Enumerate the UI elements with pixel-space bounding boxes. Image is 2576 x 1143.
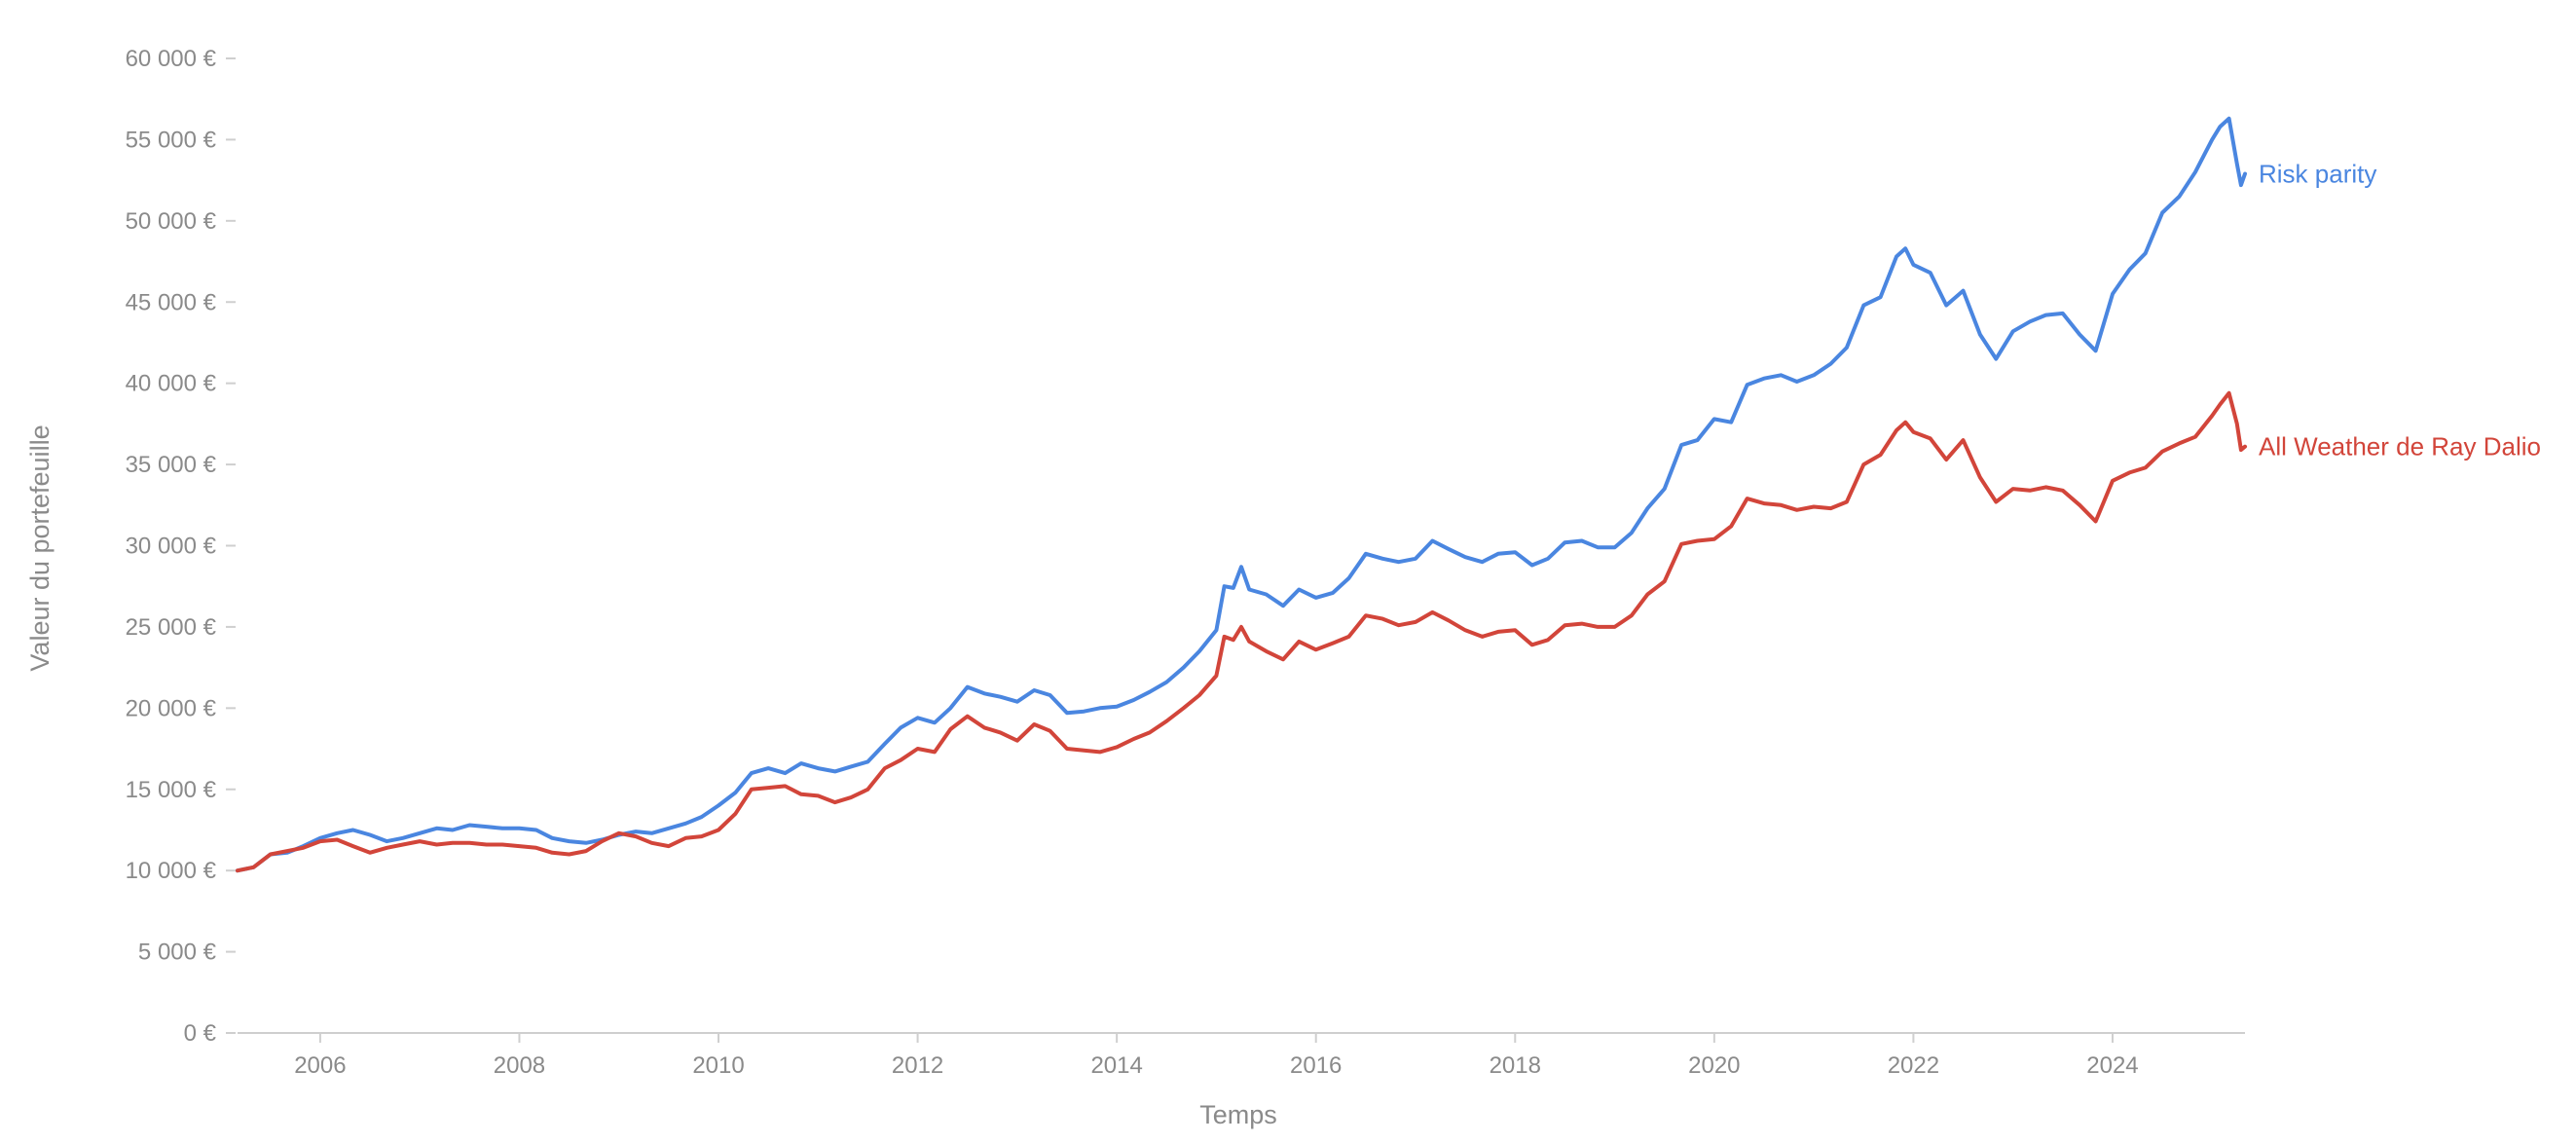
y-tick-label: 55 000 € — [126, 127, 217, 153]
y-tick-label: 10 000 € — [126, 858, 217, 884]
y-tick-label: 0 € — [184, 1020, 217, 1047]
x-tick-label: 2024 — [2086, 1052, 2138, 1079]
series-label-all-weather-de-ray-dalio: All Weather de Ray Dalio — [2259, 432, 2541, 461]
x-tick-label: 2020 — [1688, 1052, 1740, 1079]
series-label-risk-parity: Risk parity — [2259, 159, 2376, 188]
x-tick-label: 2008 — [494, 1052, 545, 1079]
y-tick-label: 20 000 € — [126, 695, 217, 721]
x-tick-label: 2010 — [692, 1052, 744, 1079]
series-line-risk-parity — [236, 116, 2247, 873]
y-tick-label: 25 000 € — [126, 614, 217, 641]
y-tick-label: 30 000 € — [126, 534, 217, 560]
x-tick-label: 2014 — [1090, 1052, 1142, 1079]
x-tick-label: 2022 — [1888, 1052, 1939, 1079]
x-axis-title: Temps — [1199, 1100, 1277, 1129]
x-tick-label: 2016 — [1290, 1052, 1342, 1079]
y-tick-label: 45 000 € — [126, 289, 217, 315]
x-tick-label: 2006 — [294, 1052, 346, 1079]
x-tick-label: 2018 — [1490, 1052, 1541, 1079]
y-axis: 0 € 5 000 € 10 000 € 15 000 € 20 000 € 25 000… — [126, 46, 236, 1047]
y-tick-label: 35 000 € — [126, 452, 217, 478]
series-layer: Risk parity All Weather de Ray Dalio — [236, 116, 2541, 873]
y-axis-title: Valeur du portefeuille — [25, 424, 55, 671]
y-tick-label: 5 000 € — [138, 940, 217, 966]
x-tick-label: 2012 — [892, 1052, 943, 1079]
y-tick-label: 60 000 € — [126, 46, 217, 72]
series-line-all-weather-de-ray-dalio — [236, 390, 2247, 873]
y-tick-label: 50 000 € — [126, 208, 217, 235]
x-axis: 2006 2008 2010 2012 2014 2016 2018 2020 2022 2024 — [238, 1032, 2245, 1079]
y-tick-label: 40 000 € — [126, 371, 217, 397]
y-tick-label: 15 000 € — [126, 777, 217, 803]
